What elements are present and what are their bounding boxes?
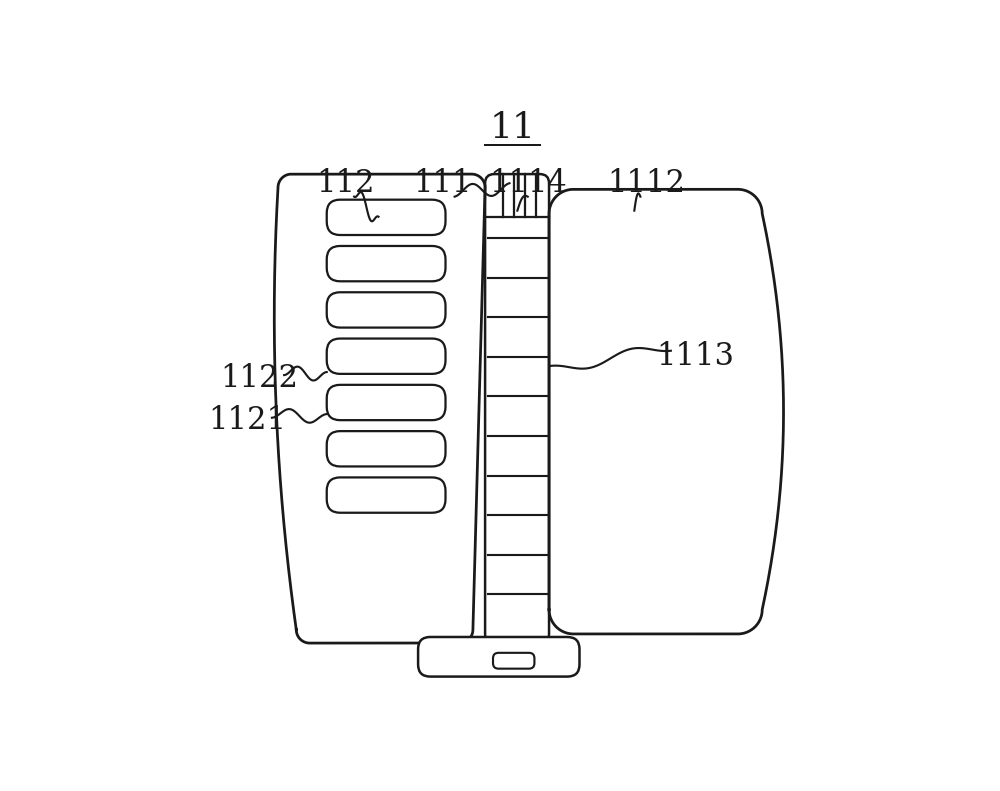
FancyBboxPatch shape (327, 339, 446, 374)
Text: 11: 11 (490, 112, 536, 146)
Text: 111: 111 (413, 168, 472, 199)
FancyBboxPatch shape (418, 637, 579, 676)
FancyBboxPatch shape (327, 246, 446, 282)
FancyBboxPatch shape (327, 478, 446, 513)
FancyBboxPatch shape (327, 385, 446, 420)
Polygon shape (549, 189, 784, 634)
Text: 112: 112 (316, 168, 374, 199)
FancyBboxPatch shape (327, 292, 446, 327)
FancyBboxPatch shape (485, 174, 549, 643)
Text: 1112: 1112 (607, 168, 685, 199)
FancyBboxPatch shape (327, 199, 446, 235)
Text: 1122: 1122 (221, 362, 299, 394)
Text: 1114: 1114 (489, 168, 567, 199)
Polygon shape (274, 174, 485, 643)
FancyBboxPatch shape (327, 431, 446, 467)
FancyBboxPatch shape (493, 653, 534, 668)
Text: 1121: 1121 (209, 405, 287, 437)
Text: 1113: 1113 (656, 342, 734, 373)
